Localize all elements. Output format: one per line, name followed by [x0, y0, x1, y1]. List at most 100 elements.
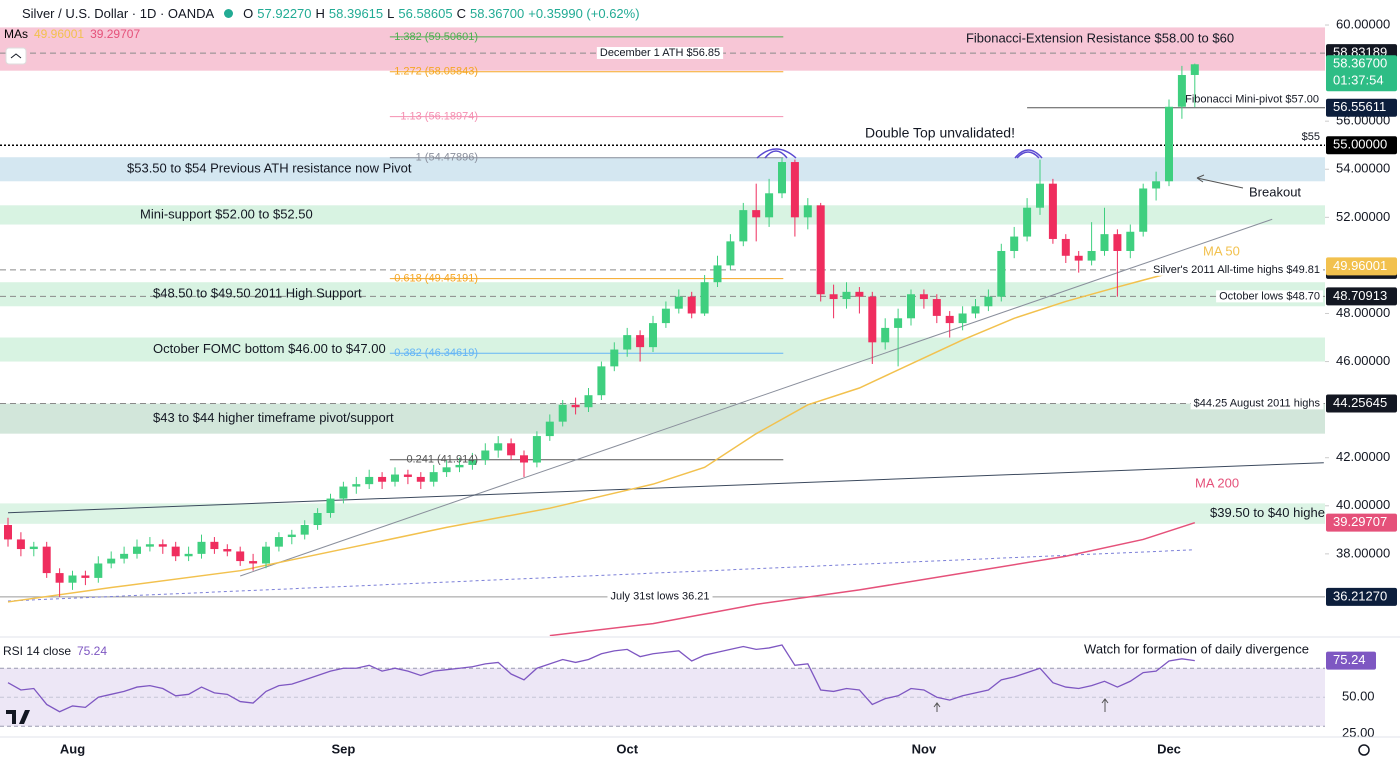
y-tick-label: 38.00000 — [1336, 545, 1390, 560]
candle-body — [94, 563, 103, 578]
level-label-bg — [596, 47, 724, 60]
fib-label: 0.618 (49.45191) — [394, 272, 478, 284]
candle-body — [674, 296, 683, 309]
rsi-arrows — [933, 698, 1109, 712]
candle-body — [416, 476, 425, 482]
candle-body — [1100, 234, 1109, 251]
candle-body — [494, 443, 503, 451]
candle-body — [68, 575, 77, 583]
level-label: July 31st lows 36.21 — [610, 591, 709, 603]
candle-body — [584, 395, 593, 408]
candle-body — [932, 299, 941, 316]
ohlc-label: O — [243, 6, 254, 21]
rsi-line — [7, 644, 1195, 713]
price-tag-label: 49.96001 — [1333, 258, 1387, 273]
collapse-button[interactable] — [5, 47, 27, 65]
rsi-title: RSI 14 close — [3, 644, 71, 658]
candle-body — [687, 296, 696, 314]
candle-body — [597, 366, 606, 396]
axes: 60.0000056.0000054.0000052.0000048.00000… — [60, 16, 1397, 756]
candle-body — [1010, 236, 1019, 251]
level-label: Fibonacci Mini-pivot $57.00 — [1185, 94, 1319, 106]
candle-body — [520, 455, 528, 463]
candle-body — [210, 541, 219, 550]
rsi-tag — [1326, 651, 1376, 670]
candle-body — [868, 296, 877, 343]
settings-icon[interactable] — [1358, 744, 1370, 756]
candle-body — [1023, 207, 1032, 237]
rsi-annotation: Watch for formation of daily divergence — [1084, 641, 1309, 656]
price-tag — [1326, 257, 1397, 276]
level-label-bg — [1216, 290, 1323, 303]
last-price-label: 58.36700 — [1333, 56, 1387, 71]
price-tag-label: 44.25645 — [1333, 395, 1387, 410]
candle-body — [313, 512, 322, 526]
price-tag-label: 56.55611 — [1333, 99, 1386, 114]
candle-body — [365, 476, 374, 485]
candle-body — [894, 318, 903, 328]
level-label: October lows $48.70 — [1219, 290, 1320, 302]
candle-body — [1152, 181, 1161, 189]
candle-body — [571, 404, 580, 408]
x-tick-label: Nov — [912, 741, 937, 756]
ma-label: MA 200 — [1195, 476, 1239, 491]
y-tick-label: 60.00000 — [1336, 16, 1390, 31]
ohlc-label: C — [456, 6, 466, 21]
zone-label: $48.50 to $49.50 2011 High Support — [153, 286, 362, 301]
candle-body — [558, 404, 567, 422]
candle-body — [120, 553, 129, 559]
candle-body — [468, 460, 477, 465]
rsi-tick-label: 25.00 — [1342, 725, 1375, 740]
zone — [0, 503, 1325, 524]
candle-body — [29, 546, 38, 550]
zone — [0, 157, 1325, 182]
price-tag — [1326, 287, 1397, 306]
ma-legend-label: MAs — [4, 27, 28, 41]
level-label: Silver's 2011 All-time highs $49.81 — [1153, 264, 1320, 276]
level-label: $55 — [1302, 131, 1320, 143]
candle-body — [1087, 250, 1096, 261]
x-tick-label: Oct — [616, 741, 638, 756]
candle-body — [4, 525, 12, 540]
price-tag-label: 48.70913 — [1333, 288, 1387, 303]
candle-body — [739, 210, 748, 242]
candle-body — [1126, 231, 1135, 251]
y-tick-label: 48.00000 — [1336, 305, 1390, 320]
candle-body — [158, 544, 167, 547]
price-tag-label: 39.29707 — [1333, 514, 1387, 529]
candle-body — [829, 294, 838, 300]
price-tag-label: 36.21270 — [1333, 588, 1387, 603]
price-pane — [0, 27, 1325, 636]
double-top-arcs — [764, 150, 1040, 159]
zone-label: $43 to $44 higher timeframe pivot/suppor… — [153, 410, 394, 425]
collapse-icon — [10, 53, 22, 59]
level-label: December 1 ATH $56.85 — [600, 47, 720, 59]
fib-label: 1.13 (56.18974) — [400, 111, 478, 123]
candle-body — [803, 205, 812, 218]
trendline — [7, 462, 1324, 514]
candle-body — [171, 546, 180, 557]
candle-body — [790, 162, 799, 218]
candle-body — [326, 498, 335, 513]
candle-body — [945, 315, 954, 324]
candle-body — [623, 335, 632, 350]
x-tick-label: Aug — [60, 741, 85, 756]
symbol: Silver / U.S. Dollar · 1D · OANDA — [22, 6, 215, 21]
candle-body — [713, 265, 722, 283]
last-price-tag — [1326, 55, 1397, 92]
level-label-bg — [1190, 397, 1324, 410]
rsi-tick-label: 50.00 — [1342, 689, 1375, 704]
fib-label: 1.382 (59.50601) — [394, 31, 478, 43]
fib-label: 1 (54.47896) — [416, 152, 478, 164]
status-dot — [224, 9, 234, 18]
candle-body — [223, 549, 232, 552]
moving-average — [549, 521, 1196, 636]
zone-label: $39.50 to $40 highe — [1210, 505, 1325, 520]
candle-body — [958, 313, 967, 324]
fib-label: 0.241 (41.914) — [406, 454, 478, 466]
price-tag — [1326, 587, 1397, 606]
ohlc-label: H — [315, 6, 325, 21]
fib-label: 0.382 (46.34619) — [394, 347, 478, 359]
candle-body — [300, 525, 309, 535]
